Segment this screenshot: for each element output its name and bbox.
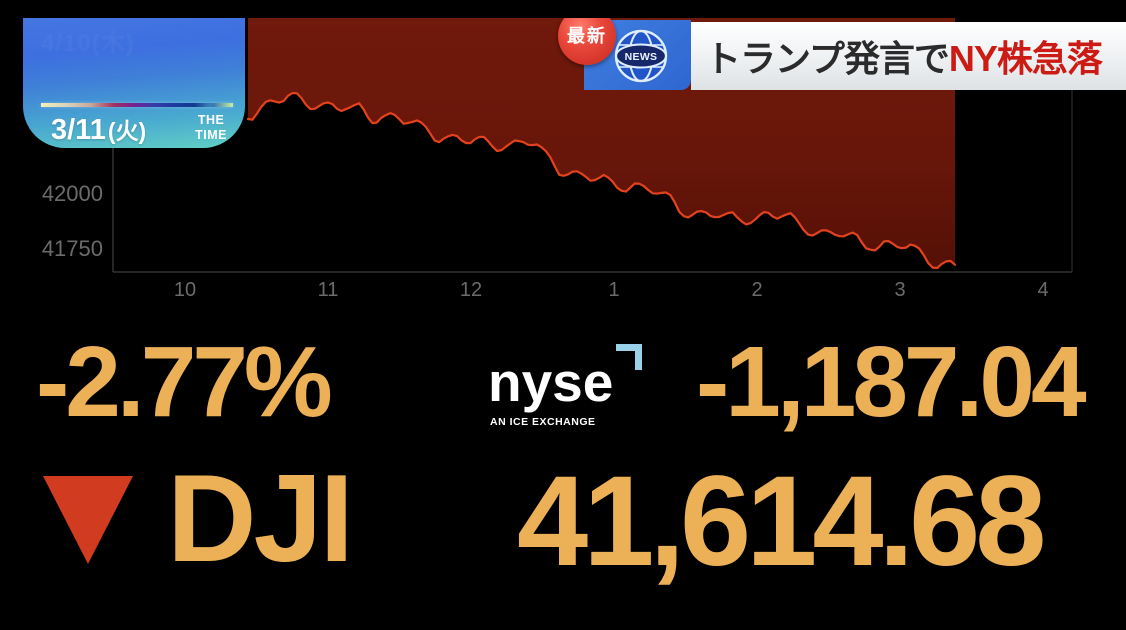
svg-text:12: 12 [460, 279, 482, 301]
svg-text:1: 1 [608, 279, 619, 301]
svg-text:NEWS: NEWS [625, 51, 658, 63]
svg-text:10: 10 [174, 279, 196, 301]
svg-text:4: 4 [1037, 279, 1048, 301]
svg-text:2: 2 [751, 279, 762, 301]
svg-text:41750: 41750 [42, 236, 103, 261]
svg-text:11: 11 [318, 279, 339, 301]
svg-text:42000: 42000 [42, 181, 103, 206]
svg-text:3: 3 [894, 279, 905, 301]
